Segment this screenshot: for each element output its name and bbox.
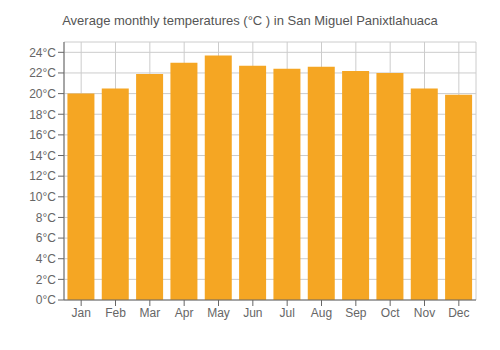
svg-text:22°C: 22°C xyxy=(29,66,56,80)
svg-text:Feb: Feb xyxy=(105,306,126,320)
svg-text:May: May xyxy=(207,306,230,320)
svg-text:Mar: Mar xyxy=(139,306,160,320)
svg-text:8°C: 8°C xyxy=(36,211,56,225)
svg-text:Jul: Jul xyxy=(279,306,294,320)
svg-text:Jun: Jun xyxy=(243,306,262,320)
html-text:Average monthly temperatures (: Average monthly temperatures (°C ) in Sa… xyxy=(62,13,438,28)
svg-text:Jan: Jan xyxy=(71,306,90,320)
svg-text:Apr: Apr xyxy=(175,306,194,320)
svg-text:12°C: 12°C xyxy=(29,169,56,183)
svg-text:2°C: 2°C xyxy=(36,273,56,287)
svg-text:Aug: Aug xyxy=(311,306,332,320)
svg-text:18°C: 18°C xyxy=(29,108,56,122)
svg-text:Dec: Dec xyxy=(448,306,469,320)
svg-text:Oct: Oct xyxy=(381,306,400,320)
svg-text:20°C: 20°C xyxy=(29,87,56,101)
svg-text:14°C: 14°C xyxy=(29,149,56,163)
svg-text:6°C: 6°C xyxy=(36,231,56,245)
svg-text:24°C: 24°C xyxy=(29,46,56,60)
svg-text:Nov: Nov xyxy=(414,306,435,320)
svg-text:4°C: 4°C xyxy=(36,252,56,266)
svg-text:16°C: 16°C xyxy=(29,128,56,142)
svg-text:10°C: 10°C xyxy=(29,190,56,204)
svg-text:0°C: 0°C xyxy=(36,293,56,307)
svg-text:Sep: Sep xyxy=(345,306,367,320)
